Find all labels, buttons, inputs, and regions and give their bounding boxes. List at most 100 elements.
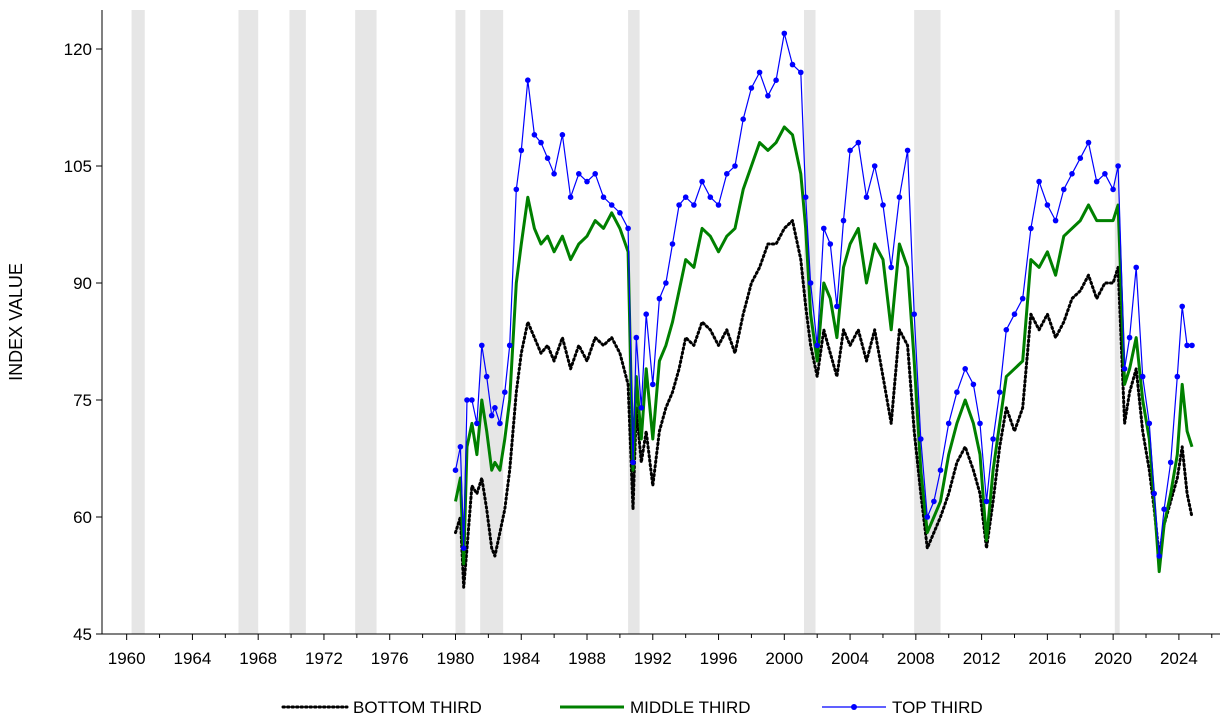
series-line-middle-third (454, 125, 1194, 574)
data-point-top-third (756, 69, 763, 76)
data-point-top-third (1126, 334, 1133, 341)
data-point-top-third (789, 61, 796, 68)
x-tick-label: 1980 (437, 649, 475, 668)
data-point-top-third (1161, 506, 1167, 512)
data-point-top-third (945, 420, 952, 427)
data-point-top-third (1061, 186, 1067, 193)
series-line-bottom-third (454, 219, 1194, 589)
legend-label-bottom-third: BOTTOM THIRD (353, 698, 482, 717)
data-point-top-third (970, 381, 977, 388)
x-tick-label: 1984 (502, 649, 540, 668)
data-point-top-third (1085, 139, 1092, 146)
x-tick-label: 1996 (700, 649, 738, 668)
data-point-top-third (617, 210, 623, 216)
data-point-top-third (765, 93, 771, 99)
y-tick-label: 60 (73, 508, 92, 527)
data-point-top-third (1036, 178, 1042, 185)
data-point-top-third (896, 194, 903, 200)
data-point-top-third (460, 545, 467, 551)
data-point-top-third (924, 514, 931, 520)
x-tick-label: 1976 (371, 649, 409, 668)
data-point-top-third (483, 373, 490, 380)
x-tick-label: 2020 (1094, 649, 1132, 668)
data-point-top-third (1167, 459, 1174, 466)
data-point-top-third (834, 303, 840, 310)
data-point-top-third (1003, 327, 1010, 333)
data-point-top-third (650, 381, 656, 388)
data-point-top-third (962, 366, 968, 372)
data-point-top-third (691, 202, 697, 208)
data-point-top-third (625, 225, 631, 232)
data-point-top-third (638, 405, 645, 411)
data-point-top-third (871, 163, 878, 169)
data-point-top-third (707, 194, 714, 200)
data-point-top-third (814, 342, 820, 349)
data-point-top-third (699, 178, 705, 185)
data-point-top-third (633, 334, 640, 341)
y-ticks: 45 60 75 90 105 120 (64, 40, 102, 644)
data-point-top-third (918, 436, 924, 442)
data-point-top-third (1139, 373, 1146, 380)
data-point-top-third (863, 194, 870, 200)
data-point-top-third (827, 241, 834, 247)
x-tick-label: 2012 (963, 649, 1001, 668)
data-point-top-third (724, 171, 730, 177)
y-tick-label: 45 (73, 625, 92, 644)
data-point-top-third (715, 202, 722, 208)
recession-band (131, 10, 145, 634)
data-point-top-third (643, 311, 649, 318)
x-tick-label: 1960 (108, 649, 146, 668)
recession-band (1114, 10, 1120, 634)
legend-marker-top-third (851, 704, 857, 710)
data-point-top-third (600, 194, 607, 200)
data-point-top-third (1044, 202, 1051, 208)
data-point-top-third (592, 171, 598, 177)
data-point-top-third (663, 280, 669, 286)
data-point-top-third (807, 280, 814, 286)
x-tick-label: 1988 (568, 649, 606, 668)
data-point-top-third (559, 132, 566, 138)
series-lines (452, 30, 1195, 589)
data-point-top-third (567, 194, 574, 200)
data-point-top-third (1151, 490, 1157, 497)
x-tick-label: 1972 (305, 649, 343, 668)
data-point-top-third (576, 171, 582, 177)
data-point-top-third (983, 498, 990, 505)
data-point-top-third (1121, 366, 1128, 372)
x-tick-label: 1992 (634, 649, 672, 668)
data-point-top-third (518, 147, 525, 154)
data-point-top-third (538, 139, 544, 146)
data-point-top-third (904, 147, 911, 154)
data-point-top-third (931, 498, 937, 505)
data-point-top-third (937, 467, 944, 474)
data-point-top-third (748, 85, 755, 91)
data-point-top-third (452, 467, 459, 474)
data-point-top-third (513, 186, 520, 193)
data-point-top-third (996, 389, 1003, 396)
data-point-top-third (469, 397, 475, 403)
data-point-top-third (1093, 178, 1100, 185)
data-point-top-third (1184, 342, 1190, 349)
data-point-top-third (488, 412, 495, 419)
data-point-top-third (1011, 311, 1018, 318)
x-tick-label: 2004 (831, 649, 869, 668)
data-point-top-third (1189, 342, 1195, 349)
data-point-top-third (1019, 295, 1026, 302)
x-tick-label: 2016 (1028, 649, 1066, 668)
data-point-top-third (1028, 225, 1034, 232)
data-point-top-third (732, 163, 738, 169)
data-point-top-third (990, 436, 996, 442)
data-point-top-third (840, 217, 847, 224)
data-point-top-third (954, 389, 960, 396)
data-point-top-third (1156, 553, 1162, 559)
y-tick-label: 120 (64, 40, 92, 59)
data-point-top-third (669, 241, 676, 247)
data-point-top-third (847, 147, 853, 154)
x-tick-label: 1964 (174, 649, 212, 668)
data-point-top-third (502, 389, 508, 396)
data-point-top-third (479, 342, 485, 349)
recession-band (480, 10, 504, 634)
data-point-top-third (656, 295, 663, 302)
